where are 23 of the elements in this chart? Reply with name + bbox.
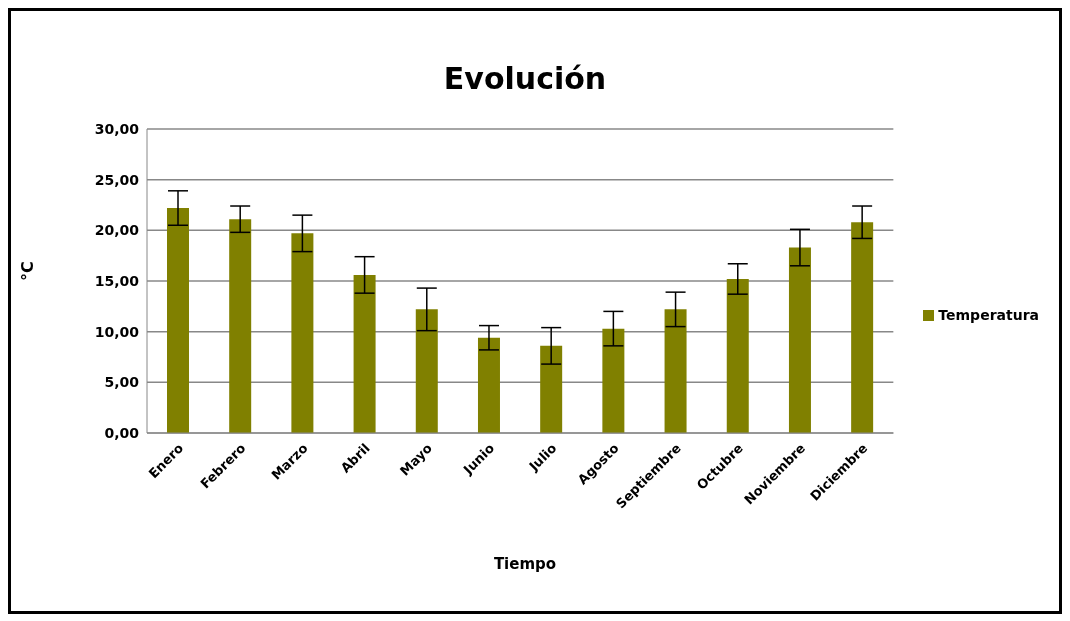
bar	[664, 309, 687, 433]
y-tick-label: 30,00	[94, 120, 140, 137]
y-tick-label: 15,00	[94, 272, 140, 289]
x-axis-title: Tiempo	[492, 555, 558, 573]
y-tick-label: 25,00	[94, 171, 140, 188]
bar	[291, 233, 314, 433]
bar	[167, 208, 189, 433]
y-tick-label: 20,00	[94, 222, 140, 239]
bar	[726, 278, 749, 433]
bar	[477, 337, 500, 433]
y-tick-label: 10,00	[94, 323, 140, 340]
y-tick-label: 5,00	[104, 374, 140, 391]
bar	[540, 345, 563, 433]
bar	[415, 309, 438, 433]
bar	[602, 328, 625, 433]
bar	[788, 247, 811, 433]
y-axis-title: °C	[17, 261, 37, 281]
bar	[229, 219, 252, 433]
legend-label: Temperatura	[938, 306, 1039, 323]
bar	[353, 274, 376, 433]
bar	[851, 222, 874, 433]
y-tick-label: 0,00	[104, 424, 140, 441]
chart-title: Evolución	[442, 60, 608, 96]
